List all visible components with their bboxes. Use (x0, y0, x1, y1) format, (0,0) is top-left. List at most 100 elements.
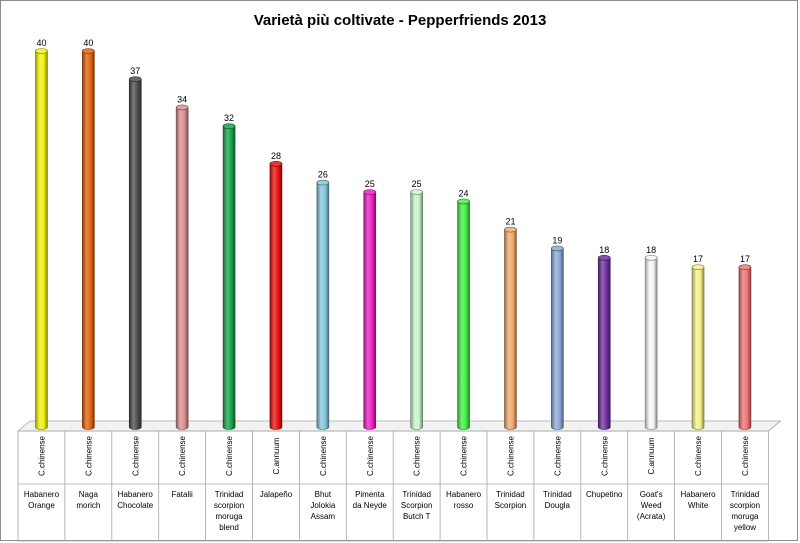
bar-cap (738, 264, 752, 271)
bar-5: 28 (269, 151, 283, 430)
tick-label: Bhut Jolokia Assam (310, 490, 335, 521)
table-edge (768, 420, 781, 432)
bar-body (269, 163, 283, 430)
bar-body (551, 248, 564, 430)
bar-cap (175, 104, 189, 111)
bar-cap (504, 226, 517, 233)
species-label: C.chinense (553, 435, 562, 476)
bar-2: 37 (128, 66, 142, 430)
data-label: 32 (224, 113, 234, 123)
tick-label: Trinidad scorpion moruga blend (214, 490, 244, 532)
data-label: 19 (552, 235, 562, 245)
bar-body (175, 107, 189, 430)
species-label: C.chinense (319, 435, 328, 476)
bar-body (644, 257, 658, 430)
data-label: 37 (130, 66, 140, 76)
tick-label: Trinidad Scorpion Butch T (401, 490, 433, 521)
bar-body (410, 191, 423, 430)
data-label: 21 (505, 217, 515, 227)
data-label: 25 (365, 179, 375, 189)
bar-body (597, 257, 611, 430)
tick-label: Trinidad scorpion moruga yellow (730, 490, 760, 532)
bar-cap (363, 189, 377, 195)
species-label: C.chinense (37, 435, 46, 476)
bar-12: 18 (597, 245, 611, 430)
data-label: 17 (693, 254, 703, 264)
data-label: 25 (412, 179, 422, 189)
tick-label: Habanero Orange (24, 490, 60, 510)
bar-body (222, 125, 236, 430)
data-label: 18 (599, 245, 609, 255)
species-label: C.chinense (460, 435, 469, 476)
data-label: 26 (318, 170, 328, 180)
chart-title: Varietà più coltivate - Pepperfriends 20… (254, 12, 547, 29)
bar-cap (128, 76, 142, 82)
bar-7: 25 (363, 179, 377, 430)
bar-9: 24 (457, 188, 470, 430)
bars: 40 40 37 34 32 28 26 25 25 24 21 19 18 18 17 17 (35, 38, 752, 430)
bar-6: 26 (316, 170, 330, 430)
bar-15: 17 (738, 254, 752, 430)
bar-cap (691, 264, 705, 271)
data-label: 34 (177, 94, 187, 104)
tick-label: Fatalii (171, 490, 193, 499)
data-label: 40 (36, 38, 46, 48)
bar-cap (410, 189, 423, 195)
bar-body (363, 191, 377, 430)
species-label: C.chinense (413, 435, 422, 476)
bar-body (691, 266, 705, 430)
bar-cap (597, 254, 611, 261)
bar-body (738, 266, 752, 430)
species-label: C.annuum (647, 437, 656, 474)
tick-label: Chupetino (586, 490, 623, 499)
tick-label: Pimenta da Neyde (353, 490, 388, 510)
bar-body (316, 182, 330, 430)
tick-label: Goat's Weed (Acrata) (637, 490, 666, 521)
species-label: C.chinense (741, 435, 750, 476)
data-label: 18 (646, 245, 656, 255)
bar-1: 40 (82, 38, 95, 430)
species-label: C.chinense (600, 435, 609, 476)
bar-body (128, 78, 142, 430)
species-label: C.annuum (272, 437, 281, 474)
bar-14: 17 (691, 254, 705, 430)
bar-body (82, 50, 95, 430)
bar-cap (82, 48, 95, 54)
bar-cap (551, 245, 564, 252)
species-label: C.chinense (131, 435, 140, 476)
species-label: C.chinense (178, 435, 187, 476)
species-label: C.chinense (225, 435, 234, 476)
bar-cap (457, 198, 470, 205)
bar-body (504, 229, 517, 430)
bar-13: 18 (644, 245, 658, 430)
bar-4: 32 (222, 113, 236, 430)
bar-cap (316, 179, 330, 186)
bar-body (457, 201, 470, 430)
data-label: 40 (83, 38, 93, 48)
bar-0: 40 (35, 38, 48, 430)
bar-cap (269, 161, 283, 167)
bar-8: 25 (410, 179, 423, 430)
species-label: C.chinense (506, 435, 515, 476)
data-label: 28 (271, 151, 281, 161)
tick-label: Habanero White (680, 490, 716, 510)
tick-label: Trinidad Scorpion (495, 490, 527, 510)
tick-label: Trinidad Dougla (543, 490, 572, 510)
bar-10: 21 (504, 217, 517, 430)
species-label: C.chinense (694, 435, 703, 476)
bar-cap (35, 48, 48, 54)
bar-cap (644, 254, 658, 261)
tick-label: Habanero Chocolate (117, 490, 154, 510)
data-label: 24 (459, 188, 469, 198)
tick-label: Jalapeño (260, 490, 293, 499)
bar-body (35, 50, 48, 430)
category-table: C.chinense Habanero Orange C.chinense Naga mo… (17, 420, 781, 542)
bar-11: 19 (551, 235, 564, 430)
bar-cap (222, 123, 236, 129)
bar-3: 34 (175, 94, 189, 430)
tick-label: Naga morich (76, 490, 100, 510)
species-label: C.chinense (84, 435, 93, 476)
tick-label: Habanero rosso (446, 490, 482, 510)
